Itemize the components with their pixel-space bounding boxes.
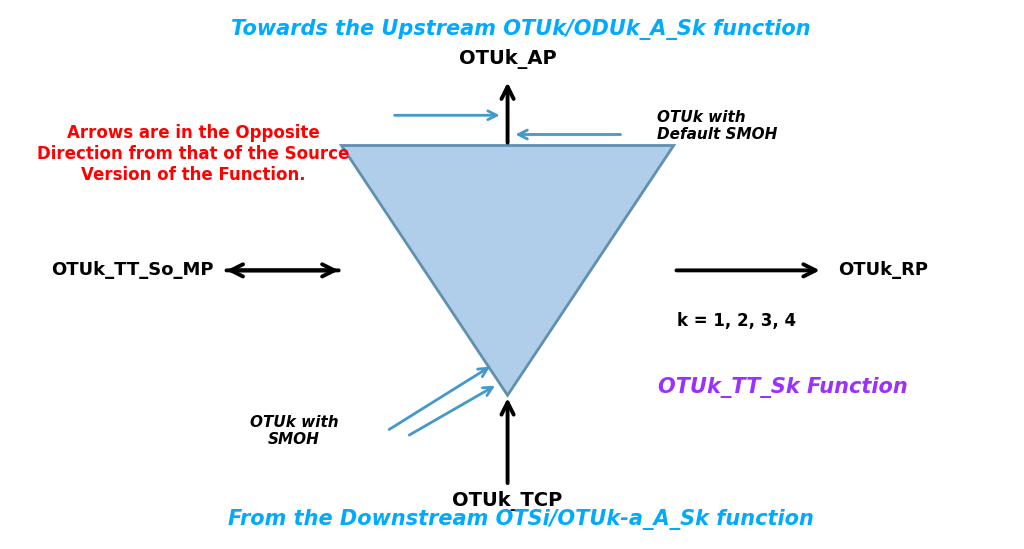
Text: OTUk_TT_Sk Function: OTUk_TT_Sk Function — [657, 377, 907, 397]
Text: OTUk_TT_So_MP: OTUk_TT_So_MP — [51, 261, 214, 279]
Text: k = 1, 2, 3, 4: k = 1, 2, 3, 4 — [677, 312, 796, 330]
Polygon shape — [341, 145, 674, 395]
Text: Arrows are in the Opposite
Direction from that of the Source
Version of the Func: Arrows are in the Opposite Direction fro… — [37, 124, 349, 183]
Text: OTUk with
Default SMOH: OTUk with Default SMOH — [656, 110, 777, 143]
Text: OTUk_RP: OTUk_RP — [838, 261, 928, 279]
Text: From the Downstream OTSi/OTUk-a_A_Sk function: From the Downstream OTSi/OTUk-a_A_Sk fun… — [227, 509, 814, 530]
Text: Towards the Upstream OTUk/ODUk_A_Sk function: Towards the Upstream OTUk/ODUk_A_Sk func… — [230, 19, 810, 40]
Text: OTUk_TCP: OTUk_TCP — [453, 491, 563, 511]
Text: OTUk_AP: OTUk_AP — [459, 49, 556, 69]
Text: OTUk with
SMOH: OTUk with SMOH — [250, 414, 339, 447]
